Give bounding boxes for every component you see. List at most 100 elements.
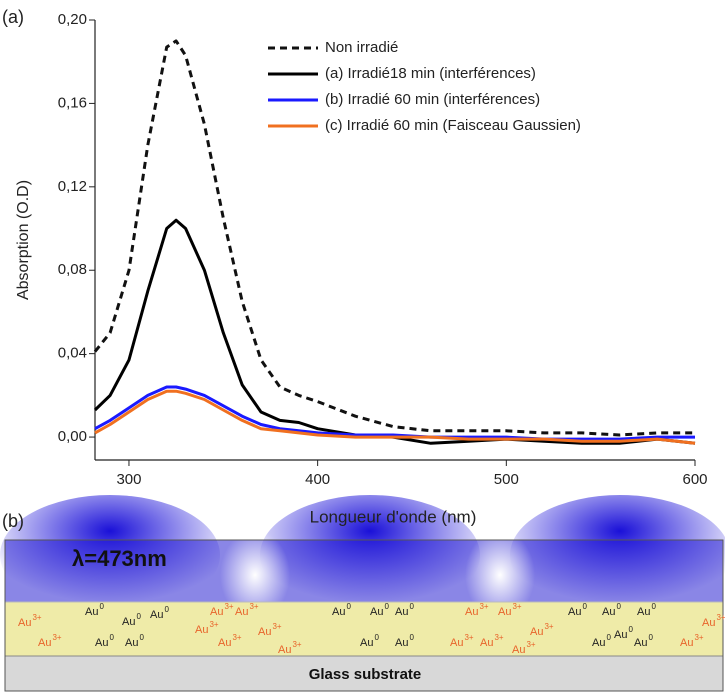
x-tick-label: 600 [682,471,707,488]
legend-label: (b) Irradié 60 min (interférences) [325,91,540,108]
ion-charge: 0 [606,633,611,642]
ion-symbol: Au [95,637,108,649]
ion-symbol: Au [18,617,31,629]
ion: Au 0 [125,633,144,649]
fringe [260,495,480,615]
fringe-dark [220,530,290,620]
ion: Au 3+ [18,613,42,629]
ion: Au 0 [360,633,379,649]
ion: Au 0 [332,602,351,618]
ion: Au 3+ [530,622,554,638]
ion-charge: 3+ [209,620,218,629]
legend-label: (c) Irradié 60 min (Faisceau Gaussien) [325,117,581,134]
ion-charge: 3+ [494,633,503,642]
film-layer [4,601,724,657]
ion: Au 3+ [210,602,234,618]
ion-symbol: Au [530,626,543,638]
ion-charge: 0 [99,602,104,611]
ion-charge: 3+ [526,640,535,649]
ion-charge: 0 [164,605,169,614]
ion: Au 0 [395,633,414,649]
ion-charge: 0 [384,602,389,611]
ion-charge: 0 [409,602,414,611]
ion-symbol: Au [634,637,647,649]
y-tick-label: 0,08 [58,261,87,278]
ion-symbol: Au [395,606,408,618]
series-line [93,218,696,445]
ion-charge: 3+ [716,613,725,622]
ion: Au 0 [568,602,587,618]
y-tick-label: 0,00 [58,428,87,445]
ion-symbol: Au [450,637,463,649]
x-tick-label: 500 [494,471,519,488]
ion: Au 0 [637,602,656,618]
ion-charge: 0 [582,602,587,611]
panel-b-frame [4,539,724,692]
ion-charge: 3+ [292,640,301,649]
ion: Au 0 [85,602,104,618]
ion: Au 3+ [235,602,259,618]
ion: Au 0 [614,625,633,641]
ion-symbol: Au [122,616,135,628]
ion-charge: 3+ [479,602,488,611]
ion-charge: 3+ [224,602,233,611]
ion-charge: 3+ [544,622,553,631]
ion-symbol: Au [568,606,581,618]
ion: Au 0 [370,602,389,618]
ion-charge: 0 [136,612,141,621]
ion-symbol: Au [702,617,715,629]
ion-charge: 3+ [512,602,521,611]
ion-symbol: Au [614,629,627,641]
ion-charge: 0 [346,602,351,611]
ion-symbol: Au [258,626,271,638]
y-tick-label: 0,12 [58,178,87,195]
ion-charge: 0 [109,633,114,642]
ion-symbol: Au [150,609,163,621]
ion-charge: 0 [374,633,379,642]
ion-charge: 3+ [694,633,703,642]
series-line [93,39,695,437]
ion-symbol: Au [38,637,51,649]
ion: Au 0 [95,633,114,649]
ion-symbol: Au [370,606,383,618]
ion: Au 3+ [498,602,522,618]
ion: Au 0 [634,633,653,649]
ion: Au 3+ [218,633,242,649]
ion-symbol: Au [602,606,615,618]
wavelength-label: λ=473nm [72,546,167,571]
x-axis-label: Longueur d'onde (nm) [310,507,477,526]
ion-charge: 3+ [52,633,61,642]
ion-symbol: Au [360,637,373,649]
ion-charge: 0 [648,633,653,642]
ion: Au 3+ [512,640,536,656]
ion: Au 3+ [702,613,725,629]
ion-symbol: Au [125,637,138,649]
ion-charge: 3+ [249,602,258,611]
ion: Au 0 [602,602,621,618]
legend-label: (a) Irradié18 min (interférences) [325,65,536,82]
ion-charge: 3+ [32,613,41,622]
x-tick-label: 400 [305,471,330,488]
fringe [510,495,725,615]
ion-charge: 0 [139,633,144,642]
ion-charge: 0 [628,625,633,634]
ion: Au 0 [150,605,169,621]
ion-symbol: Au [395,637,408,649]
ion: Au 3+ [465,602,489,618]
ion: Au 3+ [38,633,62,649]
ion-symbol: Au [278,644,291,656]
ion-charge: 0 [409,633,414,642]
substrate-label: Glass substrate [309,666,422,683]
ion: Au 0 [592,633,611,649]
ion-symbol: Au [512,644,525,656]
ion-symbol: Au [195,624,208,636]
ion: Au 3+ [480,633,504,649]
ion-charge: 3+ [232,633,241,642]
x-tick-label: 300 [116,471,141,488]
ion: Au 3+ [680,633,704,649]
y-axis-label: Absorption (O.D) [15,180,32,300]
fringe [0,495,220,615]
ion-symbol: Au [235,606,248,618]
ion-charge: 0 [651,602,656,611]
fringe-dark [465,530,535,620]
